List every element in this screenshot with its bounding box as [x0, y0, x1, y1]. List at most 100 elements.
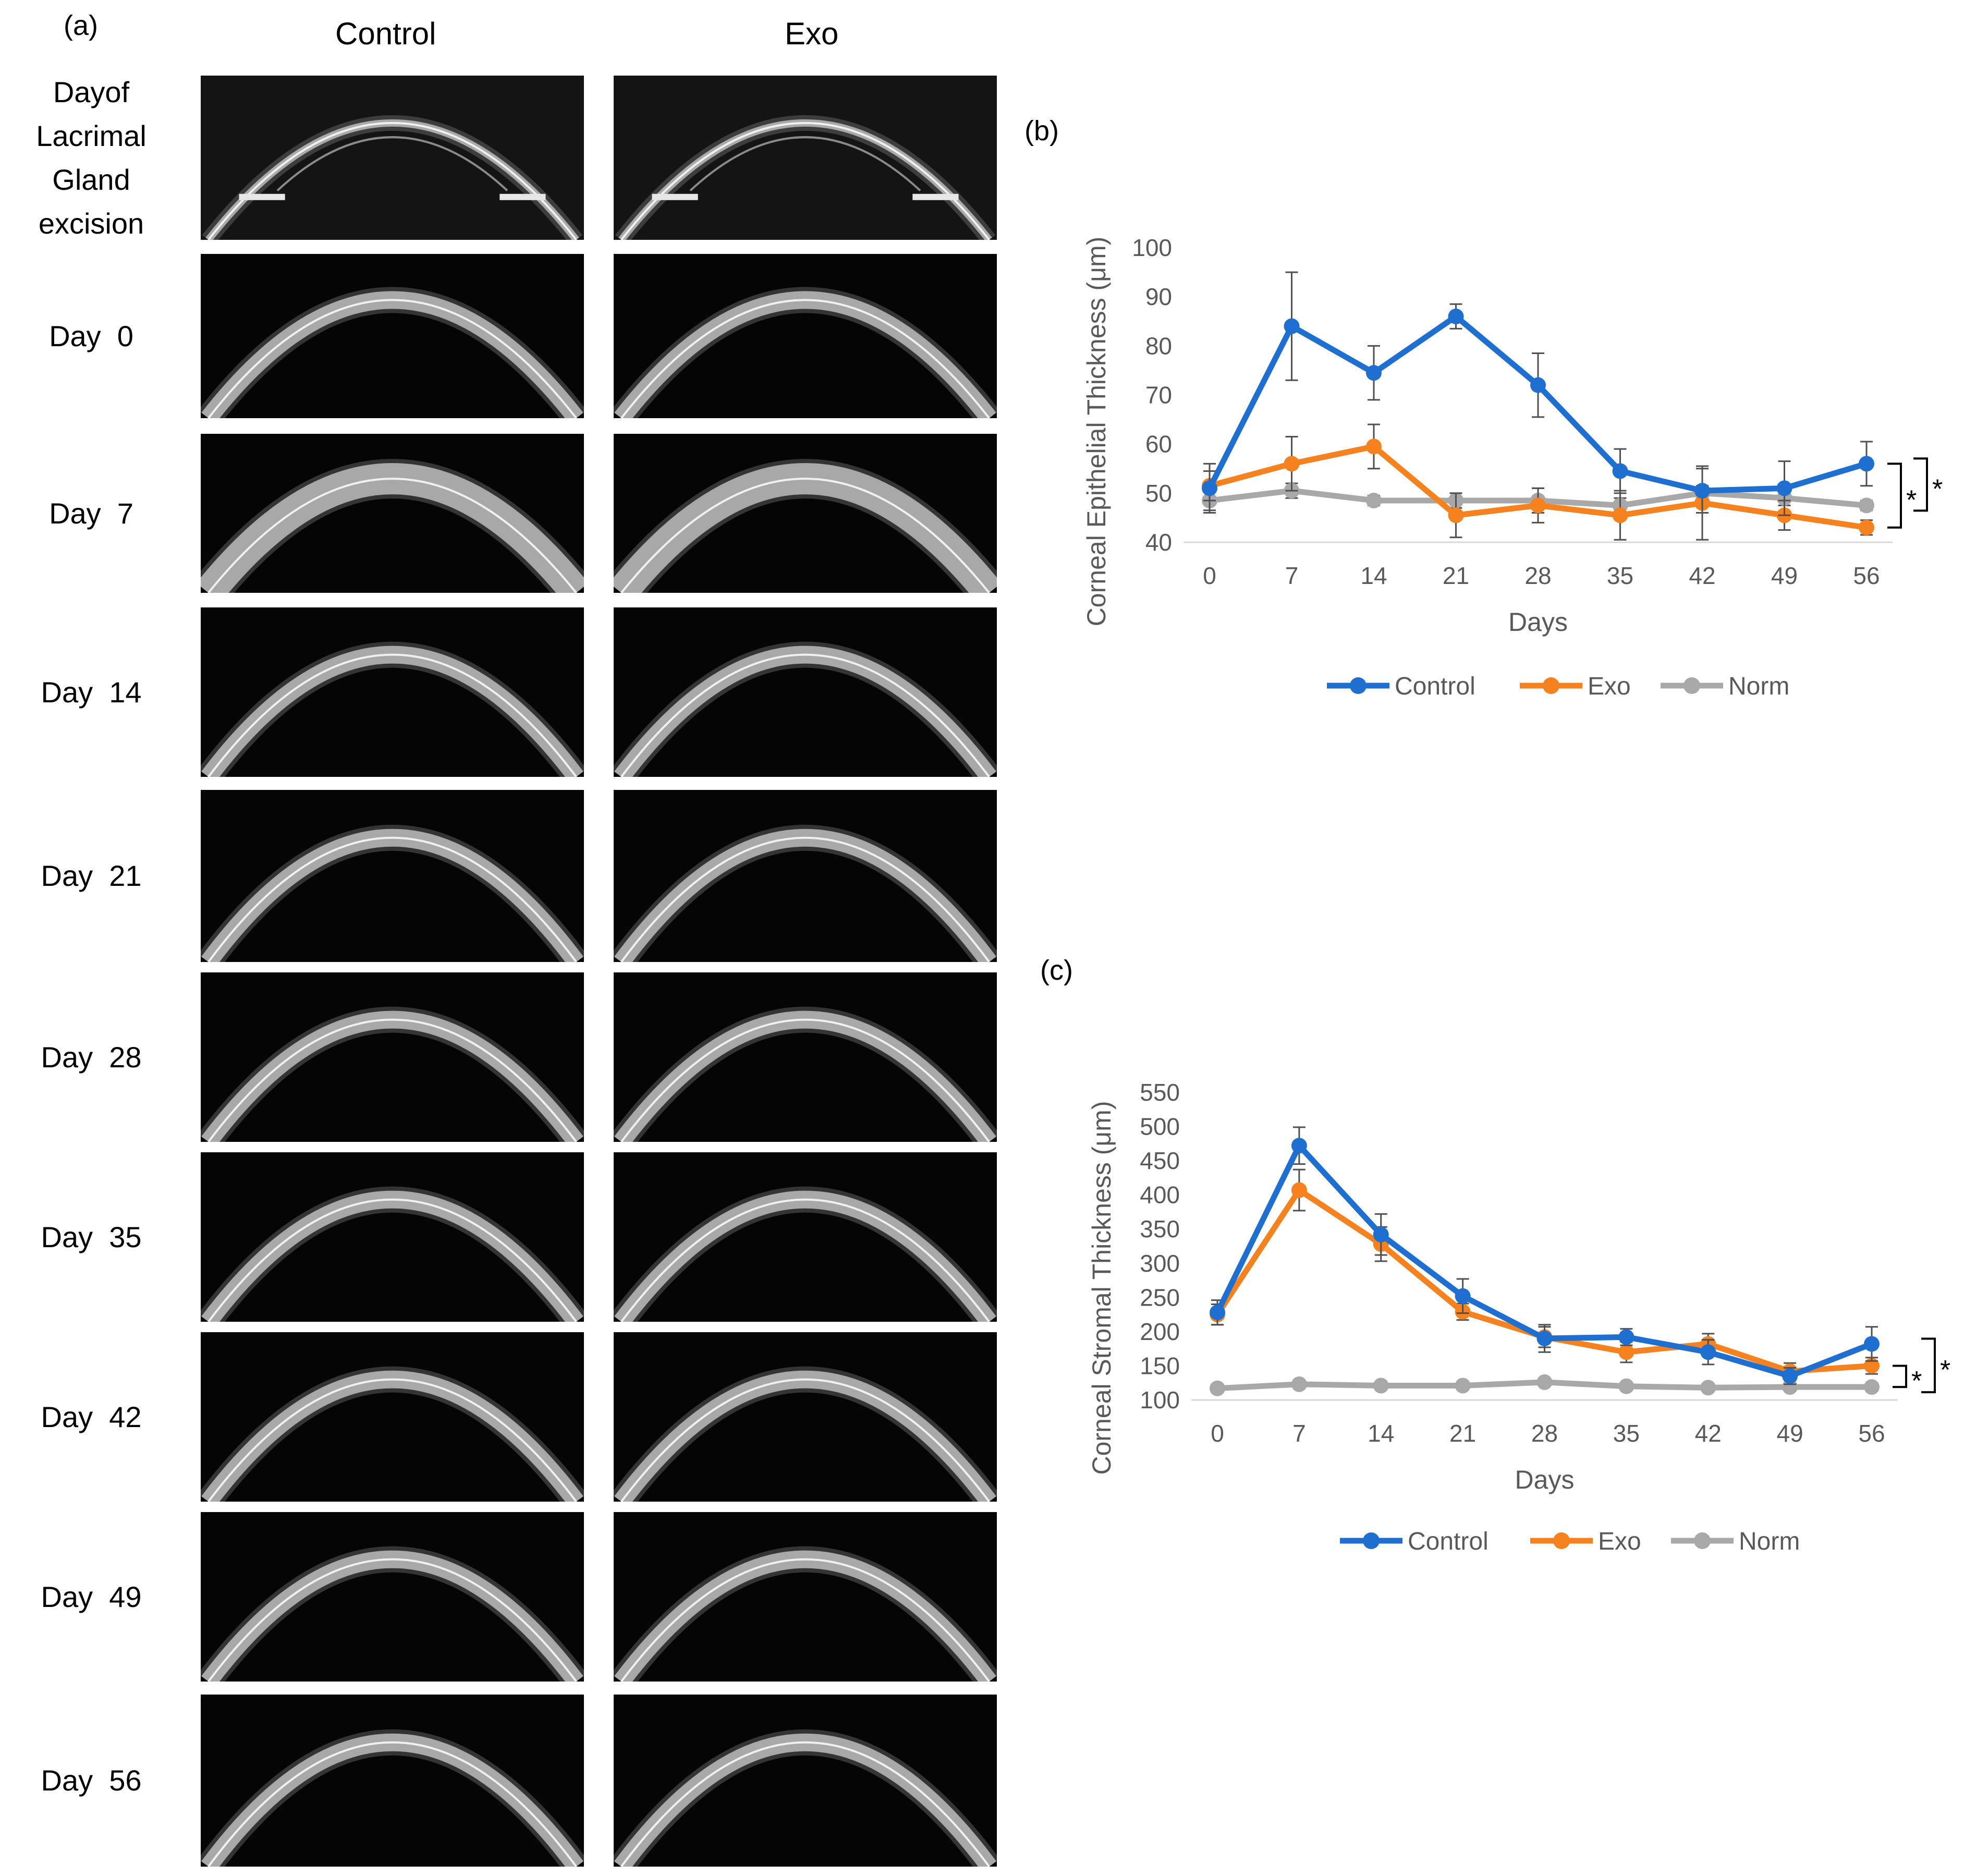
y-tick-label: 350 [1140, 1215, 1180, 1242]
row-label: Day 35 [41, 1220, 142, 1253]
data-point-control [1782, 1368, 1798, 1384]
x-tick-label: 56 [1853, 562, 1880, 589]
significance-bracket [1913, 457, 1928, 512]
data-point-norm [1618, 1378, 1634, 1394]
column-header-control: Control [335, 16, 436, 51]
panel-c-label: (c) [1040, 955, 1073, 986]
y-tick-label: 100 [1132, 234, 1172, 261]
data-point-control [1448, 308, 1464, 324]
significance-asterisk: * [1911, 1366, 1922, 1396]
y-tick-label: 400 [1140, 1181, 1180, 1209]
data-point-norm [1859, 497, 1874, 514]
oct-scan-image [201, 1332, 584, 1502]
oct-scan-image [201, 972, 584, 1142]
y-tick-label: 550 [1140, 1079, 1180, 1106]
oct-scan-image [614, 76, 997, 240]
x-tick-label: 49 [1771, 562, 1798, 589]
significance-asterisk: * [1906, 485, 1917, 516]
legend-label-norm: Norm [1739, 1528, 1800, 1555]
data-point-control [1530, 377, 1546, 393]
data-point-control [1210, 1305, 1225, 1321]
data-point-exo [1859, 519, 1874, 535]
oct-scan-image [201, 1152, 584, 1322]
chart-c-stromal-thickness: 100 150 200 250 300 350 400 450 500 550 0 7 14 21 28 35… [1087, 1079, 1950, 1555]
data-point-control [1366, 365, 1382, 381]
x-tick-label: 28 [1524, 562, 1551, 589]
y-tick-label: 150 [1140, 1352, 1180, 1379]
x-tick-label: 14 [1368, 1420, 1394, 1447]
row-label: Day 56 [41, 1764, 142, 1797]
oct-scan-image [201, 790, 584, 962]
row-label: Day 49 [41, 1580, 142, 1613]
legend-marker-control [1350, 677, 1367, 694]
legend-label-control: Control [1395, 673, 1475, 700]
data-point-control [1612, 463, 1628, 479]
oct-scan-image [614, 790, 997, 962]
data-point-exo [1291, 1182, 1307, 1198]
y-tick-label: 60 [1145, 431, 1172, 458]
y-tick-label: 300 [1140, 1250, 1180, 1277]
y-axis-title: Corneal Epithelial Thickness (μm) [1082, 237, 1111, 627]
data-point-norm [1373, 1378, 1389, 1394]
data-point-control [1700, 1344, 1716, 1360]
oct-scan-image [614, 1512, 997, 1682]
y-tick-label: 200 [1140, 1318, 1180, 1345]
data-point-norm [1210, 1380, 1225, 1396]
x-tick-label: 21 [1449, 1420, 1476, 1447]
data-point-control [1776, 480, 1792, 496]
y-axis-title: Corneal Stromal Thickness (μm) [1087, 1101, 1116, 1475]
x-tick-label: 28 [1531, 1420, 1558, 1447]
data-point-control [1864, 1336, 1880, 1352]
x-tick-label: 0 [1203, 562, 1216, 589]
y-tick-label: 90 [1145, 283, 1172, 310]
x-tick-label: 21 [1443, 562, 1469, 589]
y-tick-label: 250 [1140, 1284, 1180, 1311]
x-tick-label: 7 [1285, 562, 1299, 589]
oct-scan-image [201, 1512, 584, 1682]
oct-scan-image [614, 1332, 997, 1502]
data-point-exo [1448, 507, 1464, 523]
legend-label-control: Control [1408, 1528, 1489, 1555]
x-tick-label: 35 [1607, 562, 1633, 589]
data-point-control [1202, 480, 1217, 496]
legend-marker-exo [1553, 1532, 1570, 1549]
oct-scan-image [614, 607, 997, 777]
y-tick-label: 100 [1140, 1386, 1180, 1414]
significance-bracket [1887, 462, 1902, 529]
data-point-control [1291, 1138, 1307, 1154]
legend-marker-exo [1543, 677, 1559, 694]
data-point-exo [1530, 497, 1546, 514]
y-tick-label: 450 [1140, 1147, 1180, 1174]
data-point-norm [1864, 1379, 1880, 1395]
significance-asterisk: * [1940, 1355, 1950, 1385]
legend-marker-norm [1694, 1532, 1711, 1549]
legend-label-exo: Exo [1588, 673, 1631, 700]
x-tick-label: 35 [1613, 1420, 1640, 1447]
x-tick-label: 7 [1292, 1420, 1306, 1447]
data-point-exo [1618, 1344, 1634, 1360]
row-label: Day 14 [41, 675, 142, 709]
oct-scan-image [614, 434, 997, 593]
y-tick-label: 50 [1145, 480, 1172, 507]
data-point-norm [1782, 1379, 1798, 1395]
data-point-control [1284, 318, 1300, 334]
data-point-norm [1366, 492, 1382, 508]
x-axis-title: Days [1515, 1465, 1575, 1494]
data-point-control [1694, 483, 1710, 499]
x-tick-label: 49 [1777, 1420, 1803, 1447]
y-tick-label: 40 [1145, 529, 1172, 556]
oct-scan-image [201, 434, 584, 593]
data-point-control [1859, 456, 1874, 472]
legend-marker-norm [1684, 677, 1700, 694]
y-tick-label: 500 [1140, 1113, 1180, 1140]
data-point-exo [1864, 1358, 1880, 1374]
row-label: Day 21 [41, 859, 142, 892]
row-label: Dayof Lacrimal Gland excision [36, 75, 147, 240]
data-point-exo [1612, 507, 1628, 523]
data-point-exo [1284, 456, 1300, 472]
oct-scan-image [614, 1695, 997, 1867]
oct-scan-image [201, 1695, 584, 1867]
data-point-control [1536, 1331, 1553, 1346]
x-axis-title: Days [1508, 607, 1568, 637]
